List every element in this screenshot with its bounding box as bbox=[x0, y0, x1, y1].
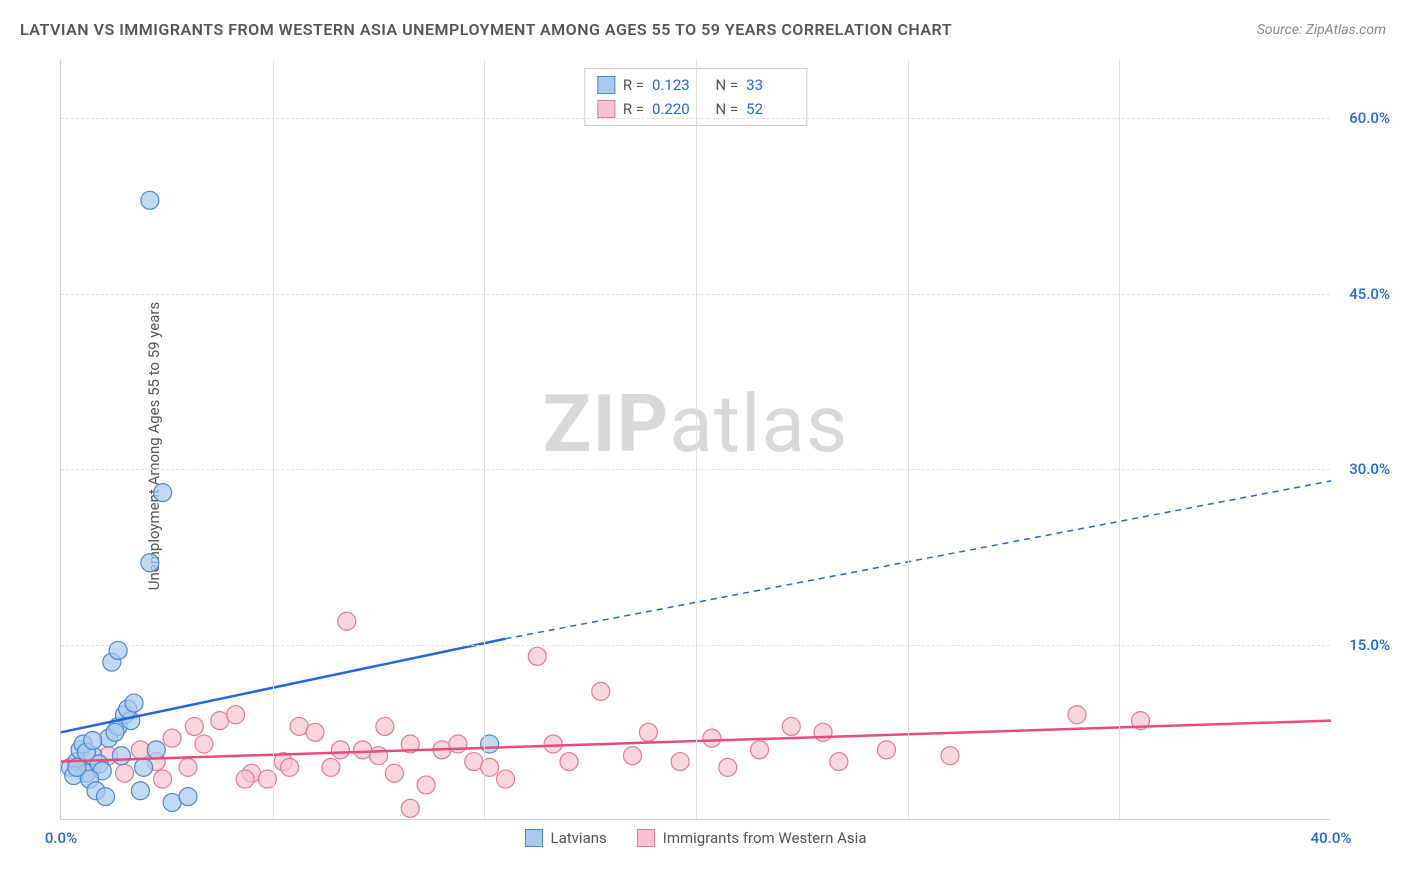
scatter-point bbox=[227, 706, 245, 724]
scatter-point bbox=[370, 747, 388, 765]
gridline-v bbox=[484, 60, 485, 819]
scatter-point bbox=[376, 717, 394, 735]
legend-series-label: Immigrants from Western Asia bbox=[663, 829, 867, 847]
n-value: 52 bbox=[746, 97, 794, 121]
gridline-v bbox=[1119, 60, 1120, 819]
scatter-point bbox=[449, 735, 467, 753]
scatter-point bbox=[179, 758, 197, 776]
scatter-point bbox=[878, 741, 896, 759]
scatter-point bbox=[528, 647, 546, 665]
scatter-point bbox=[281, 758, 299, 776]
scatter-point bbox=[112, 747, 130, 765]
scatter-point bbox=[147, 741, 165, 759]
scatter-point bbox=[592, 682, 610, 700]
legend-swatch bbox=[637, 829, 655, 847]
trend-line bbox=[61, 639, 506, 733]
gridline-v bbox=[696, 60, 697, 819]
scatter-point bbox=[1068, 706, 1086, 724]
r-label: R = bbox=[623, 97, 644, 121]
r-value: 0.123 bbox=[652, 73, 700, 97]
legend-series-item: Latvians bbox=[525, 829, 607, 847]
scatter-point bbox=[544, 735, 562, 753]
series-legend: Latvians Immigrants from Western Asia bbox=[525, 829, 867, 847]
scatter-point bbox=[322, 758, 340, 776]
scatter-point bbox=[306, 723, 324, 741]
scatter-point bbox=[141, 554, 159, 572]
gridline-v bbox=[908, 60, 909, 819]
y-tick-label: 45.0% bbox=[1349, 285, 1390, 303]
scatter-point bbox=[338, 612, 356, 630]
scatter-point bbox=[106, 723, 124, 741]
scatter-point bbox=[125, 694, 143, 712]
scatter-point bbox=[385, 764, 403, 782]
legend-series-item: Immigrants from Western Asia bbox=[637, 829, 867, 847]
x-tick-label: 0.0% bbox=[45, 829, 77, 847]
scatter-point bbox=[719, 758, 737, 776]
scatter-point bbox=[116, 764, 134, 782]
plot-area: ZIPatlas R = 0.123 N = 33R = 0.220 N = 5… bbox=[60, 60, 1330, 820]
scatter-point bbox=[195, 735, 213, 753]
gridline-v bbox=[273, 60, 274, 819]
y-tick-label: 15.0% bbox=[1349, 636, 1390, 654]
scatter-point bbox=[163, 729, 181, 747]
scatter-point bbox=[624, 747, 642, 765]
scatter-point bbox=[941, 747, 959, 765]
scatter-point bbox=[154, 770, 172, 788]
scatter-point bbox=[331, 741, 349, 759]
n-value: 33 bbox=[746, 73, 794, 97]
scatter-point bbox=[131, 782, 149, 800]
scatter-point bbox=[671, 753, 689, 771]
r-label: R = bbox=[623, 73, 644, 97]
legend-swatch bbox=[597, 100, 615, 118]
scatter-point bbox=[179, 788, 197, 806]
x-tick-label: 40.0% bbox=[1311, 829, 1352, 847]
scatter-point bbox=[401, 799, 419, 817]
scatter-point bbox=[560, 753, 578, 771]
scatter-point bbox=[185, 717, 203, 735]
source-label: Source: ZipAtlas.com bbox=[1257, 22, 1386, 38]
scatter-point bbox=[96, 788, 114, 806]
scatter-point bbox=[782, 717, 800, 735]
n-label: N = bbox=[708, 73, 738, 97]
y-tick-label: 30.0% bbox=[1349, 460, 1390, 478]
scatter-point bbox=[830, 753, 848, 771]
scatter-point bbox=[135, 758, 153, 776]
scatter-point bbox=[141, 191, 159, 209]
legend-swatch bbox=[525, 829, 543, 847]
y-tick-label: 60.0% bbox=[1349, 109, 1390, 127]
n-label: N = bbox=[708, 97, 738, 121]
scatter-point bbox=[497, 770, 515, 788]
legend-swatch bbox=[597, 76, 615, 94]
scatter-point bbox=[703, 729, 721, 747]
scatter-point bbox=[751, 741, 769, 759]
scatter-point bbox=[84, 731, 102, 749]
scatter-point bbox=[814, 723, 832, 741]
legend-series-label: Latvians bbox=[551, 829, 607, 847]
scatter-point bbox=[236, 770, 254, 788]
scatter-point bbox=[417, 776, 435, 794]
scatter-point bbox=[639, 723, 657, 741]
chart-title: LATVIAN VS IMMIGRANTS FROM WESTERN ASIA … bbox=[20, 20, 952, 39]
r-value: 0.220 bbox=[652, 97, 700, 121]
scatter-point bbox=[154, 484, 172, 502]
trend-line-extrapolated bbox=[506, 481, 1332, 639]
